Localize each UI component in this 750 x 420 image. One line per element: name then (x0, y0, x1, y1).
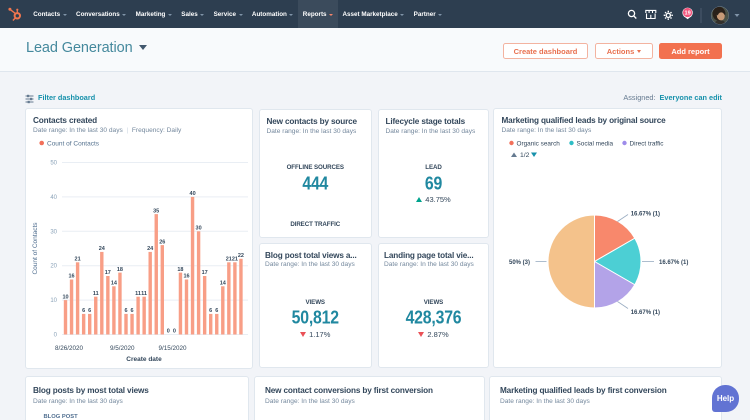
svg-text:6: 6 (130, 308, 133, 314)
svg-text:24: 24 (147, 246, 154, 252)
svg-text:16.67% (1): 16.67% (1) (631, 211, 660, 217)
svg-text:6: 6 (209, 308, 212, 314)
svg-text:Social media: Social media (577, 140, 614, 147)
svg-text:Count of Contacts: Count of Contacts (32, 222, 39, 275)
svg-text:11: 11 (93, 291, 99, 297)
svg-text:16: 16 (68, 274, 74, 280)
svg-text:14: 14 (111, 281, 118, 287)
svg-text:10: 10 (50, 298, 57, 304)
svg-text:20: 20 (50, 264, 57, 270)
svg-text:16: 16 (183, 274, 189, 280)
svg-text:17: 17 (105, 270, 111, 276)
svg-text:6: 6 (124, 308, 127, 314)
svg-text:21: 21 (226, 257, 232, 263)
svg-text:10: 10 (62, 294, 68, 300)
svg-text:16.67% (1): 16.67% (1) (631, 310, 660, 316)
svg-text:19: 19 (684, 11, 690, 17)
svg-text:35: 35 (153, 208, 159, 214)
svg-text:8/26/2020: 8/26/2020 (55, 345, 84, 352)
svg-text:Direct traffic: Direct traffic (630, 140, 665, 147)
svg-text:50% (3): 50% (3) (509, 260, 530, 266)
svg-text:1/2: 1/2 (520, 152, 530, 159)
svg-text:17: 17 (202, 270, 208, 276)
svg-text:0: 0 (173, 329, 176, 335)
svg-text:40: 40 (50, 195, 57, 201)
svg-text:9/5/2020: 9/5/2020 (110, 345, 135, 352)
svg-text:Count of Contacts: Count of Contacts (47, 141, 100, 148)
svg-text:11: 11 (135, 291, 141, 297)
svg-text:22: 22 (238, 253, 244, 259)
svg-text:30: 30 (50, 229, 57, 235)
svg-text:21: 21 (232, 257, 238, 263)
svg-text:11: 11 (141, 291, 147, 297)
svg-text:14: 14 (220, 281, 227, 287)
svg-text:21: 21 (75, 257, 81, 263)
svg-text:6: 6 (82, 308, 85, 314)
svg-text:0: 0 (54, 333, 58, 339)
svg-text:Create date: Create date (126, 356, 162, 363)
svg-text:9/15/2020: 9/15/2020 (158, 345, 187, 352)
svg-text:40: 40 (190, 191, 196, 197)
svg-text:18: 18 (177, 267, 183, 273)
svg-text:50: 50 (50, 161, 57, 167)
svg-text:24: 24 (99, 246, 106, 252)
svg-text:6: 6 (215, 308, 218, 314)
svg-text:6: 6 (88, 308, 91, 314)
svg-text:26: 26 (159, 239, 165, 245)
svg-text:16.67% (1): 16.67% (1) (659, 260, 688, 266)
svg-text:0: 0 (167, 329, 170, 335)
svg-text:Organic search: Organic search (517, 140, 561, 147)
svg-text:30: 30 (196, 226, 202, 232)
svg-text:18: 18 (117, 267, 123, 273)
